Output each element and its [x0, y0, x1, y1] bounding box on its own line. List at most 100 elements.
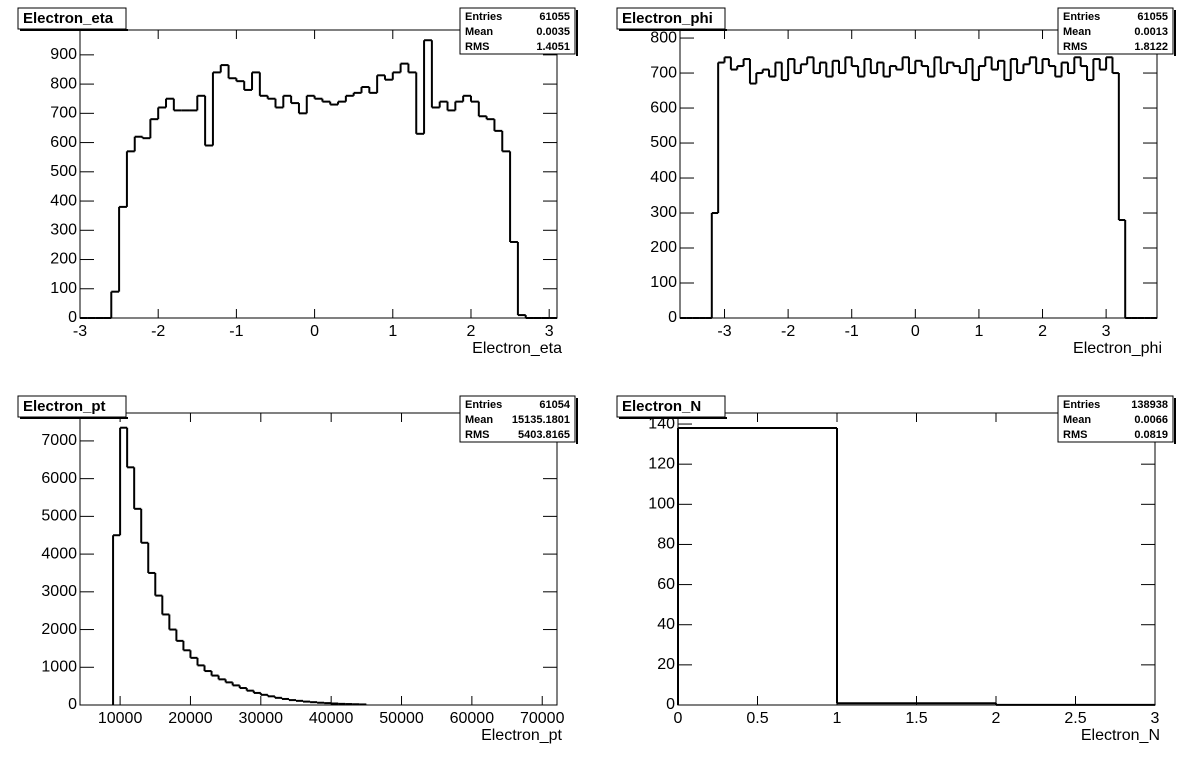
x-axis-label: Electron_pt: [481, 727, 562, 744]
stats-box: [459, 7, 576, 55]
y-tick-label: 60: [657, 576, 675, 593]
frame: [79, 29, 558, 319]
stats-label: Mean: [1063, 414, 1091, 426]
y-tick-label: 4000: [41, 545, 77, 562]
x-tick-label: 2: [1038, 323, 1047, 340]
x-tick-label: -2: [781, 323, 795, 340]
stats-label: RMS: [1063, 429, 1087, 441]
y-tick-label: 600: [650, 99, 677, 116]
x-tick-label: 10000: [98, 710, 143, 727]
y-tick-label: 500: [50, 163, 77, 180]
stats-box: [459, 395, 576, 443]
stats-value: 0.0035: [536, 26, 570, 38]
stats-value: 0.0013: [1134, 26, 1168, 38]
x-tick-label: 0.5: [746, 710, 768, 727]
y-tick-label: 40: [657, 616, 675, 633]
y-tick-label: 7000: [41, 432, 77, 449]
y-tick-label: 700: [650, 64, 677, 81]
x-tick-label: 0: [911, 323, 920, 340]
y-tick-label: 0: [68, 309, 77, 326]
y-tick-label: 900: [50, 46, 77, 63]
stats-value: 0.0066: [1134, 414, 1168, 426]
y-tick-label: 0: [666, 696, 675, 713]
x-tick-label: 3: [1102, 323, 1111, 340]
y-tick-label: 140: [648, 415, 675, 432]
x-tick-label: 70000: [520, 710, 565, 727]
stats-label: RMS: [1063, 41, 1087, 53]
stats-box: [1057, 395, 1174, 443]
stats-value: 138938: [1131, 399, 1168, 411]
x-tick-label: 1: [388, 323, 397, 340]
x-tick-label: 2.5: [1064, 710, 1086, 727]
y-tick-label: 800: [50, 75, 77, 92]
y-tick-label: 100: [50, 280, 77, 297]
chart-title: Electron_pt: [23, 398, 106, 415]
y-tick-label: 6000: [41, 470, 77, 487]
stats-box: [1057, 7, 1174, 55]
y-tick-label: 80: [657, 536, 675, 553]
y-tick-label: 120: [648, 455, 675, 472]
x-tick-label: 1.5: [905, 710, 927, 727]
y-tick-label: 2000: [41, 621, 77, 638]
y-tick-label: 800: [650, 29, 677, 46]
stats-value: 61054: [539, 399, 570, 411]
stats-value: 5403.8165: [518, 429, 570, 441]
stats-value: 1.8122: [1134, 41, 1168, 53]
y-tick-label: 500: [650, 134, 677, 151]
stats-value: 61055: [1137, 11, 1168, 23]
y-tick-label: 300: [650, 204, 677, 221]
x-tick-label: 0: [674, 710, 683, 727]
stats-label: Entries: [465, 11, 502, 23]
y-tick-label: 700: [50, 105, 77, 122]
x-tick-label: 3: [1151, 710, 1160, 727]
y-tick-label: 3000: [41, 583, 77, 600]
x-tick-label: 40000: [309, 710, 354, 727]
x-tick-label: 0: [310, 323, 319, 340]
x-tick-label: 20000: [168, 710, 213, 727]
x-tick-label: 1: [974, 323, 983, 340]
y-tick-label: 1000: [41, 658, 77, 675]
x-tick-label: 1: [833, 710, 842, 727]
x-tick-label: 2: [467, 323, 476, 340]
x-tick-label: -2: [151, 323, 165, 340]
stats-label: Mean: [465, 26, 493, 38]
y-tick-label: 100: [650, 274, 677, 291]
stats-value: 1.4051: [536, 41, 570, 53]
stats-value: 61055: [539, 11, 570, 23]
y-tick-label: 400: [50, 192, 77, 209]
stats-label: Entries: [1063, 399, 1100, 411]
stats-label: RMS: [465, 429, 489, 441]
frame: [679, 29, 1158, 319]
stats-value: 0.0819: [1134, 429, 1168, 441]
x-tick-label: -1: [845, 323, 859, 340]
stats-label: RMS: [465, 41, 489, 53]
stats-label: Entries: [1063, 11, 1100, 23]
x-tick-label: 60000: [450, 710, 495, 727]
y-tick-label: 600: [50, 134, 77, 151]
y-tick-label: 20: [657, 656, 675, 673]
stats-label: Mean: [465, 414, 493, 426]
y-tick-label: 0: [68, 696, 77, 713]
y-tick-label: 400: [650, 169, 677, 186]
stats-value: 15135.1801: [512, 414, 570, 426]
chart-title: Electron_eta: [23, 10, 114, 27]
y-tick-label: 300: [50, 222, 77, 239]
frame: [677, 412, 1156, 706]
x-tick-label: 50000: [379, 710, 424, 727]
x-tick-label: -1: [229, 323, 243, 340]
y-tick-label: 100: [648, 496, 675, 513]
x-tick-label: 3: [545, 323, 554, 340]
x-tick-label: 30000: [239, 710, 284, 727]
x-axis-label: Electron_phi: [1073, 340, 1162, 357]
x-tick-label: 2: [992, 710, 1001, 727]
chart-title: Electron_phi: [622, 10, 713, 27]
stats-label: Mean: [1063, 26, 1091, 38]
stats-label: Entries: [465, 399, 502, 411]
x-axis-label: Electron_eta: [472, 340, 562, 357]
x-tick-label: -3: [73, 323, 87, 340]
frame: [79, 412, 558, 706]
x-tick-label: -3: [717, 323, 731, 340]
chart-title: Electron_N: [622, 398, 701, 415]
y-tick-label: 5000: [41, 508, 77, 525]
